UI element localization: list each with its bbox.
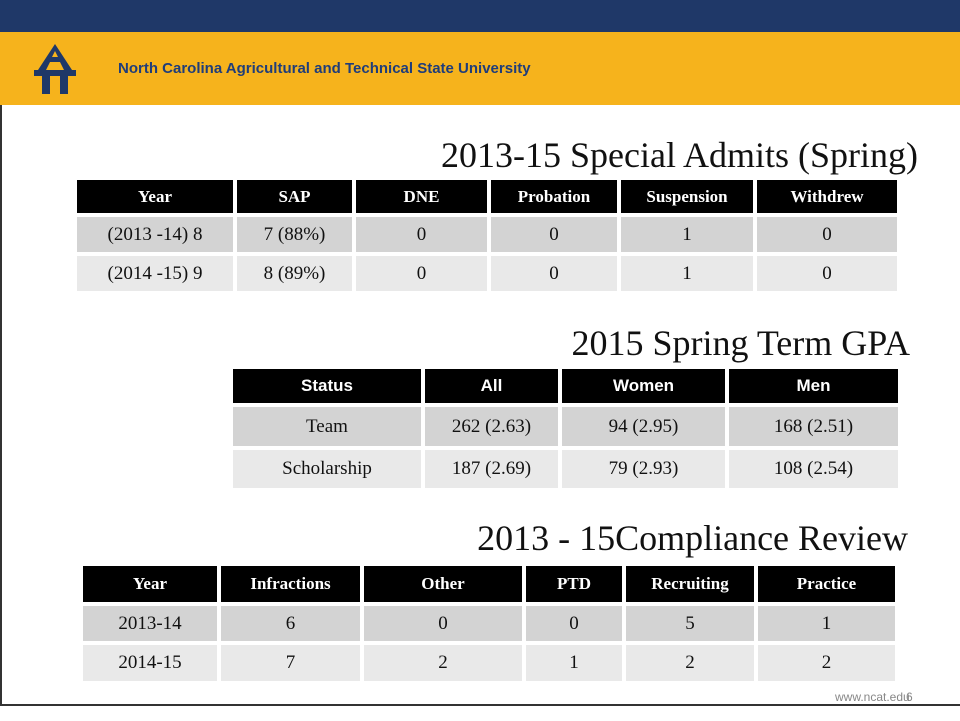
- header-title: North Carolina Agricultural and Technica…: [118, 60, 531, 77]
- page-number: 6: [906, 690, 913, 704]
- table-cell: 1: [758, 606, 895, 641]
- table-title: 2015 Spring Term GPA: [571, 323, 910, 363]
- slide-frame: [0, 105, 960, 706]
- table-cell: 0: [526, 606, 622, 641]
- table-cell: 6: [221, 606, 360, 641]
- column-header: Withdrew: [757, 180, 897, 213]
- column-header: Recruiting: [626, 566, 754, 602]
- table-title: 2013-15 Special Admits (Spring): [441, 135, 918, 175]
- table-cell: 5: [626, 606, 754, 641]
- table-cell: 0: [491, 217, 617, 252]
- table-cell: Scholarship: [233, 450, 421, 488]
- table-cell: 2013-14: [83, 606, 217, 641]
- table-cell: 1: [621, 217, 753, 252]
- column-header: Men: [729, 369, 898, 403]
- table-cell: (2014 -15) 9: [77, 256, 233, 291]
- table-cell: 0: [491, 256, 617, 291]
- table-title: 2013 - 15Compliance Review: [477, 518, 908, 558]
- table-cell: 79 (2.93): [562, 450, 725, 488]
- column-header: PTD: [526, 566, 622, 602]
- table-cell: 1: [621, 256, 753, 291]
- table-cell: 0: [757, 256, 897, 291]
- column-header: Suspension: [621, 180, 753, 213]
- column-header: DNE: [356, 180, 487, 213]
- table-cell: 1: [526, 645, 622, 681]
- column-header: SAP: [237, 180, 352, 213]
- table-cell: 8 (89%): [237, 256, 352, 291]
- table-cell: 2: [626, 645, 754, 681]
- column-header: Year: [83, 566, 217, 602]
- table-cell: Team: [233, 407, 421, 446]
- table-cell: 168 (2.51): [729, 407, 898, 446]
- column-header: Status: [233, 369, 421, 403]
- table-cell: 2: [364, 645, 522, 681]
- column-header: Women: [562, 369, 725, 403]
- table-cell: 7: [221, 645, 360, 681]
- table-cell: 2014-15: [83, 645, 217, 681]
- column-header: Probation: [491, 180, 617, 213]
- column-header: Year: [77, 180, 233, 213]
- table-cell: (2013 -14) 8: [77, 217, 233, 252]
- column-header: Practice: [758, 566, 895, 602]
- table-cell: 0: [356, 217, 487, 252]
- table-cell: 7 (88%): [237, 217, 352, 252]
- table-cell: 2: [758, 645, 895, 681]
- table-cell: 0: [364, 606, 522, 641]
- table-cell: 0: [757, 217, 897, 252]
- table-cell: 0: [356, 256, 487, 291]
- column-header: Infractions: [221, 566, 360, 602]
- footer-url: www.ncat.edu: [835, 690, 910, 704]
- column-header: All: [425, 369, 558, 403]
- table-cell: 187 (2.69): [425, 450, 558, 488]
- table-cell: 262 (2.63): [425, 407, 558, 446]
- top-bar: [0, 0, 960, 32]
- header-bar: [0, 32, 960, 105]
- table-cell: 94 (2.95): [562, 407, 725, 446]
- column-header: Other: [364, 566, 522, 602]
- table-cell: 108 (2.54): [729, 450, 898, 488]
- logo: [34, 44, 76, 94]
